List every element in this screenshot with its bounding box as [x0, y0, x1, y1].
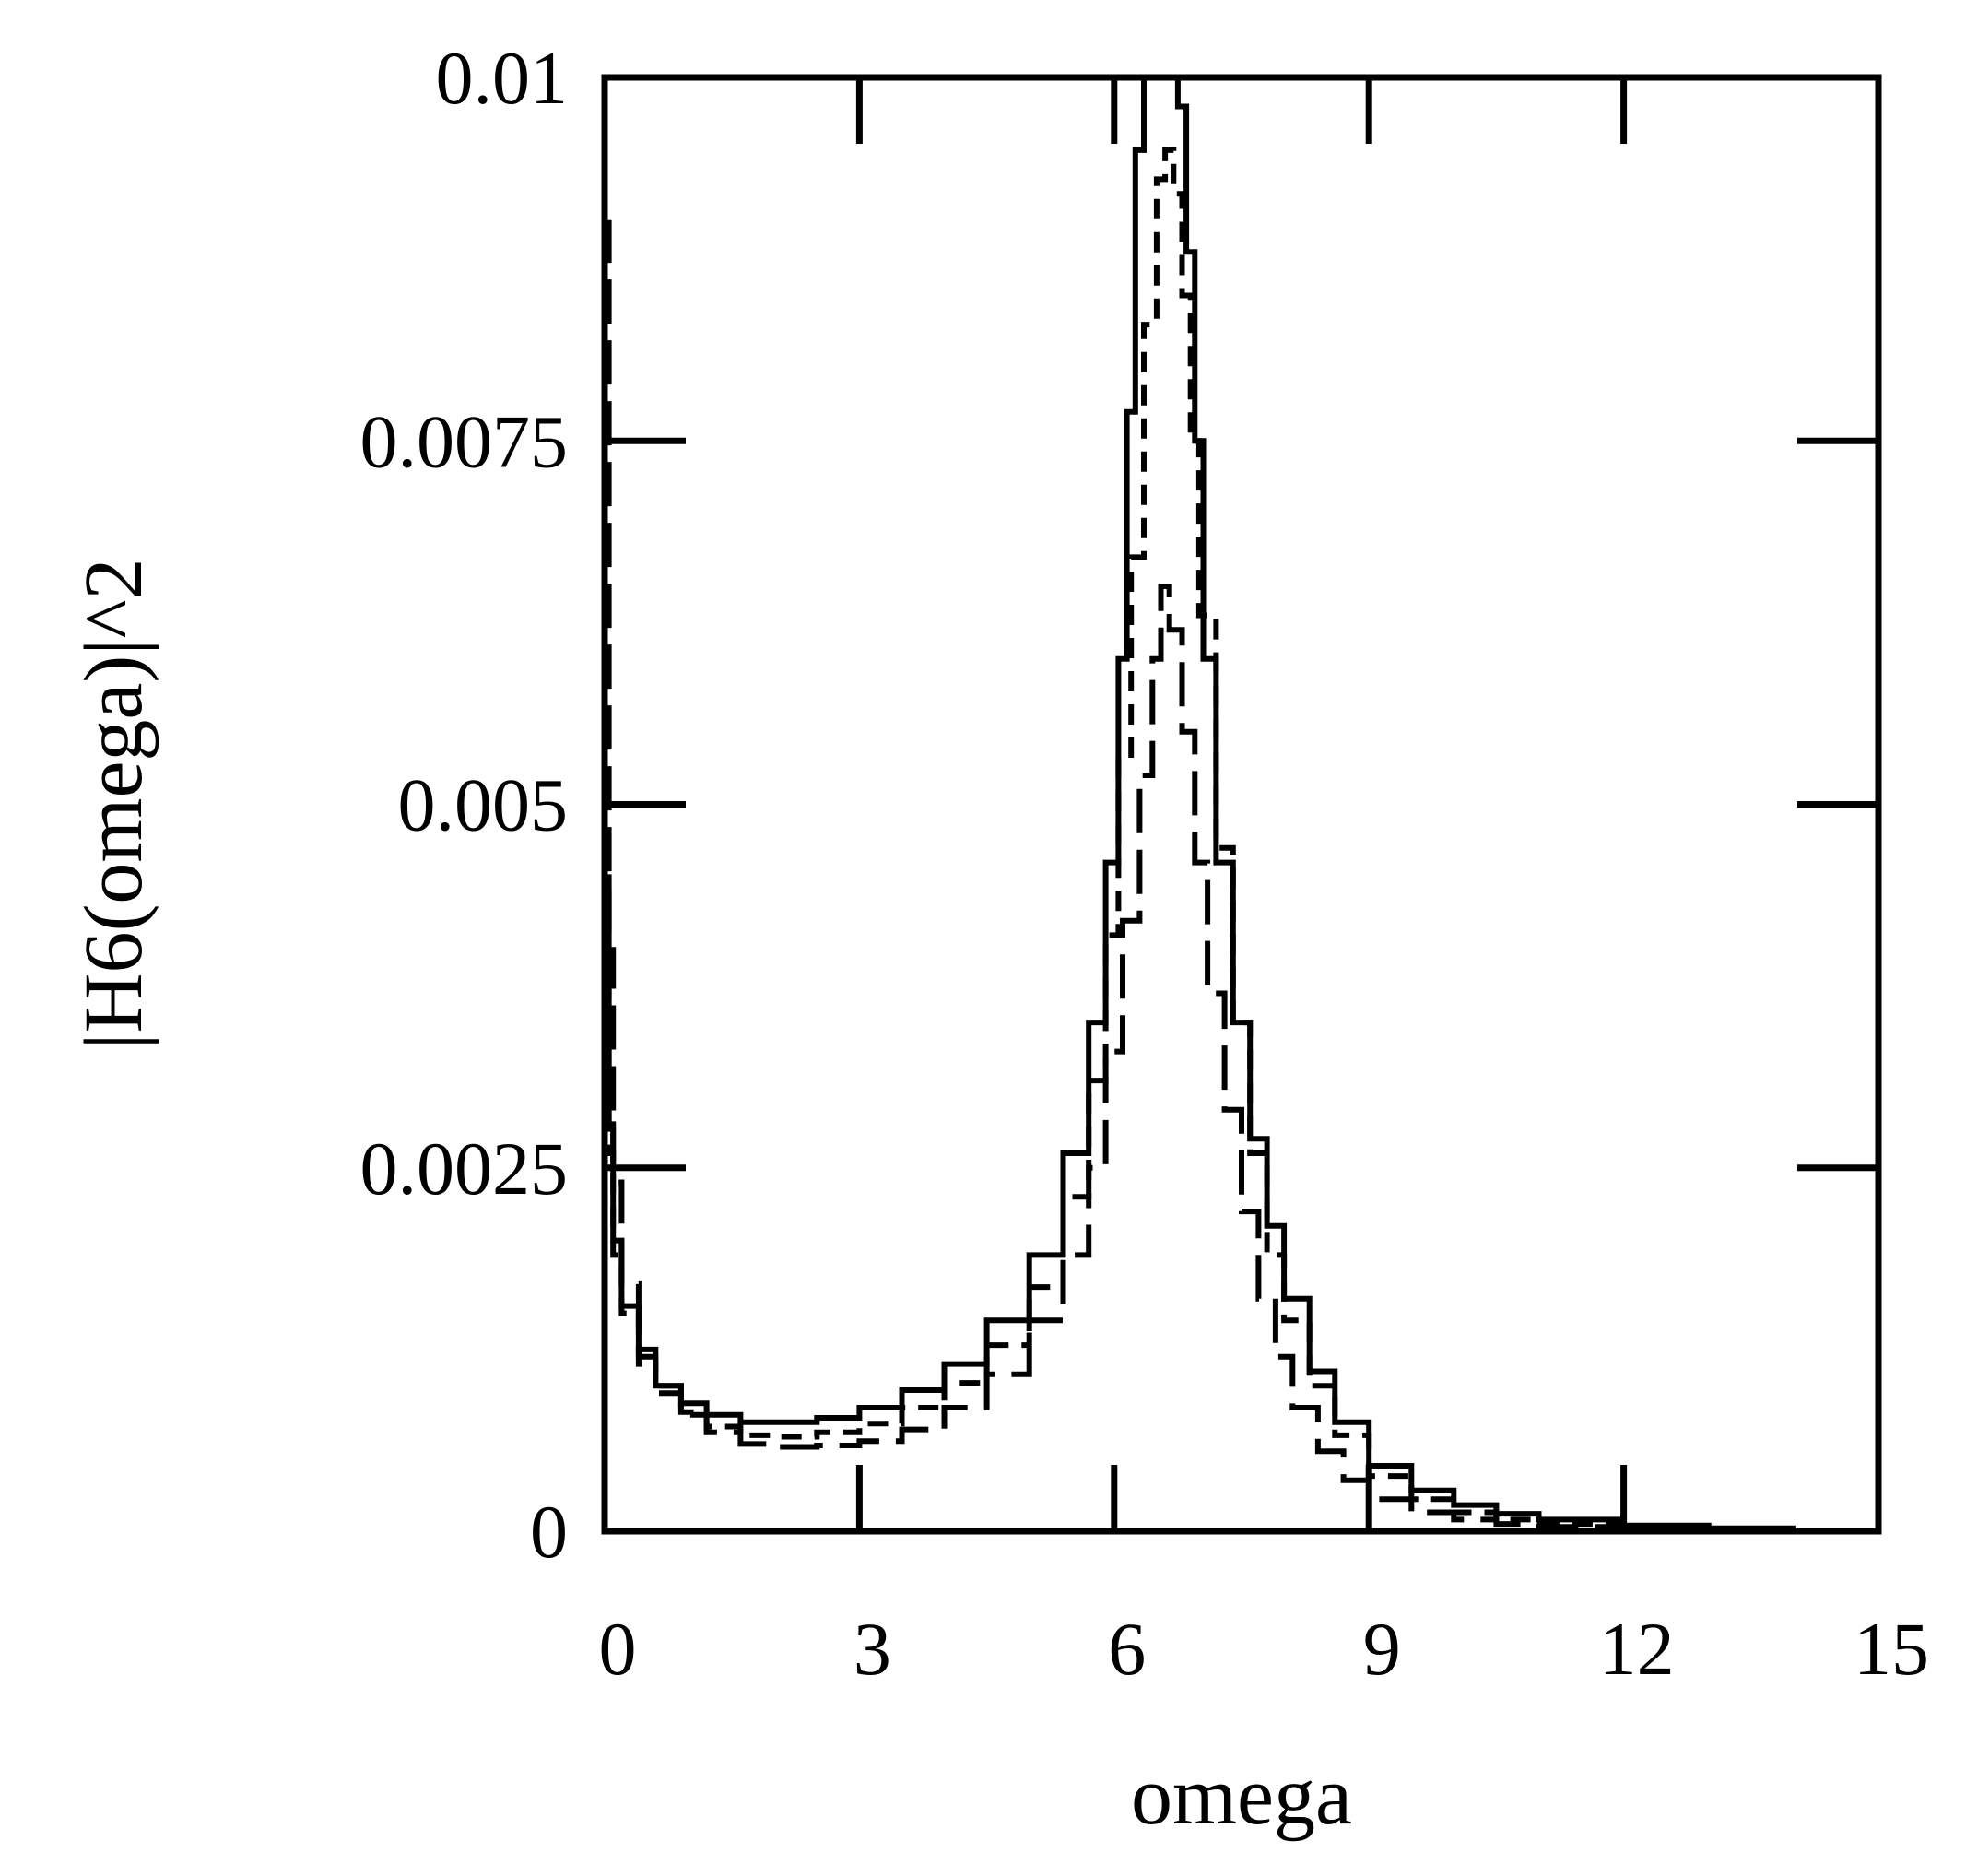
x-tick-label-3: 3 — [854, 1607, 891, 1691]
y-tick-label-0.0025: 0.0025 — [360, 1127, 569, 1210]
x-tick-label-15: 15 — [1854, 1607, 1929, 1691]
plot-frame — [601, 74, 1882, 1535]
y-tick-label-0.0075: 0.0075 — [360, 399, 569, 483]
x-ticks: 0 3 6 9 12 15 — [599, 77, 1929, 1691]
x-tick-label-6: 6 — [1108, 1607, 1146, 1691]
y-ticks: 0 0.0025 0.005 0.0075 0.01 — [360, 36, 1878, 1574]
x-tick-label-0: 0 — [599, 1607, 637, 1691]
y-tick-label-0.005: 0.005 — [398, 763, 569, 847]
x-tick-label-9: 9 — [1363, 1607, 1401, 1691]
x-axis-title: omega — [1131, 1751, 1352, 1842]
series-long-dash — [605, 219, 1709, 1531]
series-layer — [605, 77, 1796, 1531]
series-solid — [605, 77, 1796, 1531]
series-short-dash — [605, 147, 1712, 1531]
x-tick-label-12: 12 — [1599, 1607, 1675, 1691]
y-tick-label-0.01: 0.01 — [436, 36, 569, 120]
y-axis-title: |H6(omega)|^2 — [68, 558, 159, 1049]
y-tick-label-0: 0 — [530, 1490, 568, 1574]
